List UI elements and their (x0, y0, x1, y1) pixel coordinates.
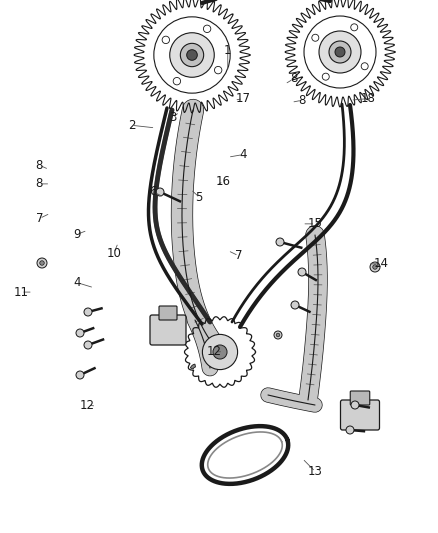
Wedge shape (191, 364, 195, 369)
Text: 8: 8 (290, 72, 297, 85)
Text: 10: 10 (106, 247, 121, 260)
Text: 7: 7 (35, 212, 43, 225)
Circle shape (312, 34, 319, 41)
Text: 8: 8 (36, 159, 43, 172)
Circle shape (351, 401, 359, 409)
Circle shape (202, 334, 237, 369)
Circle shape (162, 36, 170, 44)
Circle shape (213, 345, 227, 359)
Text: 9: 9 (73, 228, 81, 241)
Text: 6: 6 (149, 185, 157, 198)
Circle shape (322, 73, 329, 80)
Circle shape (76, 371, 84, 379)
Circle shape (173, 77, 180, 85)
Text: 2: 2 (127, 119, 135, 132)
Circle shape (180, 43, 204, 67)
Circle shape (291, 301, 299, 309)
FancyBboxPatch shape (159, 306, 177, 320)
Circle shape (351, 24, 358, 31)
Text: 11: 11 (14, 286, 28, 298)
FancyBboxPatch shape (350, 391, 370, 405)
Circle shape (84, 308, 92, 316)
Circle shape (84, 341, 92, 349)
Text: 5: 5 (196, 191, 203, 204)
Text: 18: 18 (360, 92, 375, 105)
Circle shape (373, 265, 377, 269)
Circle shape (276, 238, 284, 246)
Text: 12: 12 (80, 399, 95, 411)
Circle shape (370, 262, 380, 272)
Circle shape (203, 25, 211, 33)
FancyBboxPatch shape (340, 400, 379, 430)
Circle shape (319, 31, 361, 73)
Text: 1: 1 (224, 44, 232, 57)
Text: 8: 8 (36, 177, 43, 190)
Text: 15: 15 (308, 217, 323, 230)
Text: 8: 8 (299, 94, 306, 107)
Circle shape (298, 268, 306, 276)
Text: 14: 14 (374, 257, 389, 270)
Text: 3: 3 (170, 111, 177, 124)
Text: 12: 12 (207, 345, 222, 358)
Circle shape (346, 426, 354, 434)
Circle shape (329, 41, 351, 63)
Circle shape (76, 329, 84, 337)
Text: 4: 4 (239, 148, 247, 161)
Circle shape (215, 67, 222, 74)
Circle shape (335, 47, 345, 57)
Text: 4: 4 (73, 276, 81, 289)
Circle shape (170, 33, 214, 77)
Circle shape (37, 258, 47, 268)
Circle shape (187, 50, 197, 60)
FancyBboxPatch shape (150, 315, 186, 345)
Circle shape (274, 331, 282, 339)
Text: 7: 7 (235, 249, 243, 262)
Text: 17: 17 (236, 92, 251, 105)
Circle shape (40, 261, 44, 265)
Circle shape (361, 63, 368, 70)
Circle shape (156, 188, 164, 196)
Text: 16: 16 (216, 175, 231, 188)
Text: 13: 13 (308, 465, 323, 478)
Circle shape (276, 333, 280, 337)
